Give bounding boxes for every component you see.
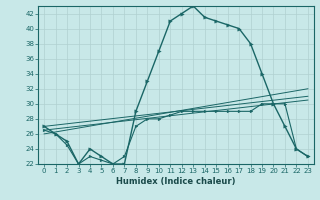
X-axis label: Humidex (Indice chaleur): Humidex (Indice chaleur) [116,177,236,186]
